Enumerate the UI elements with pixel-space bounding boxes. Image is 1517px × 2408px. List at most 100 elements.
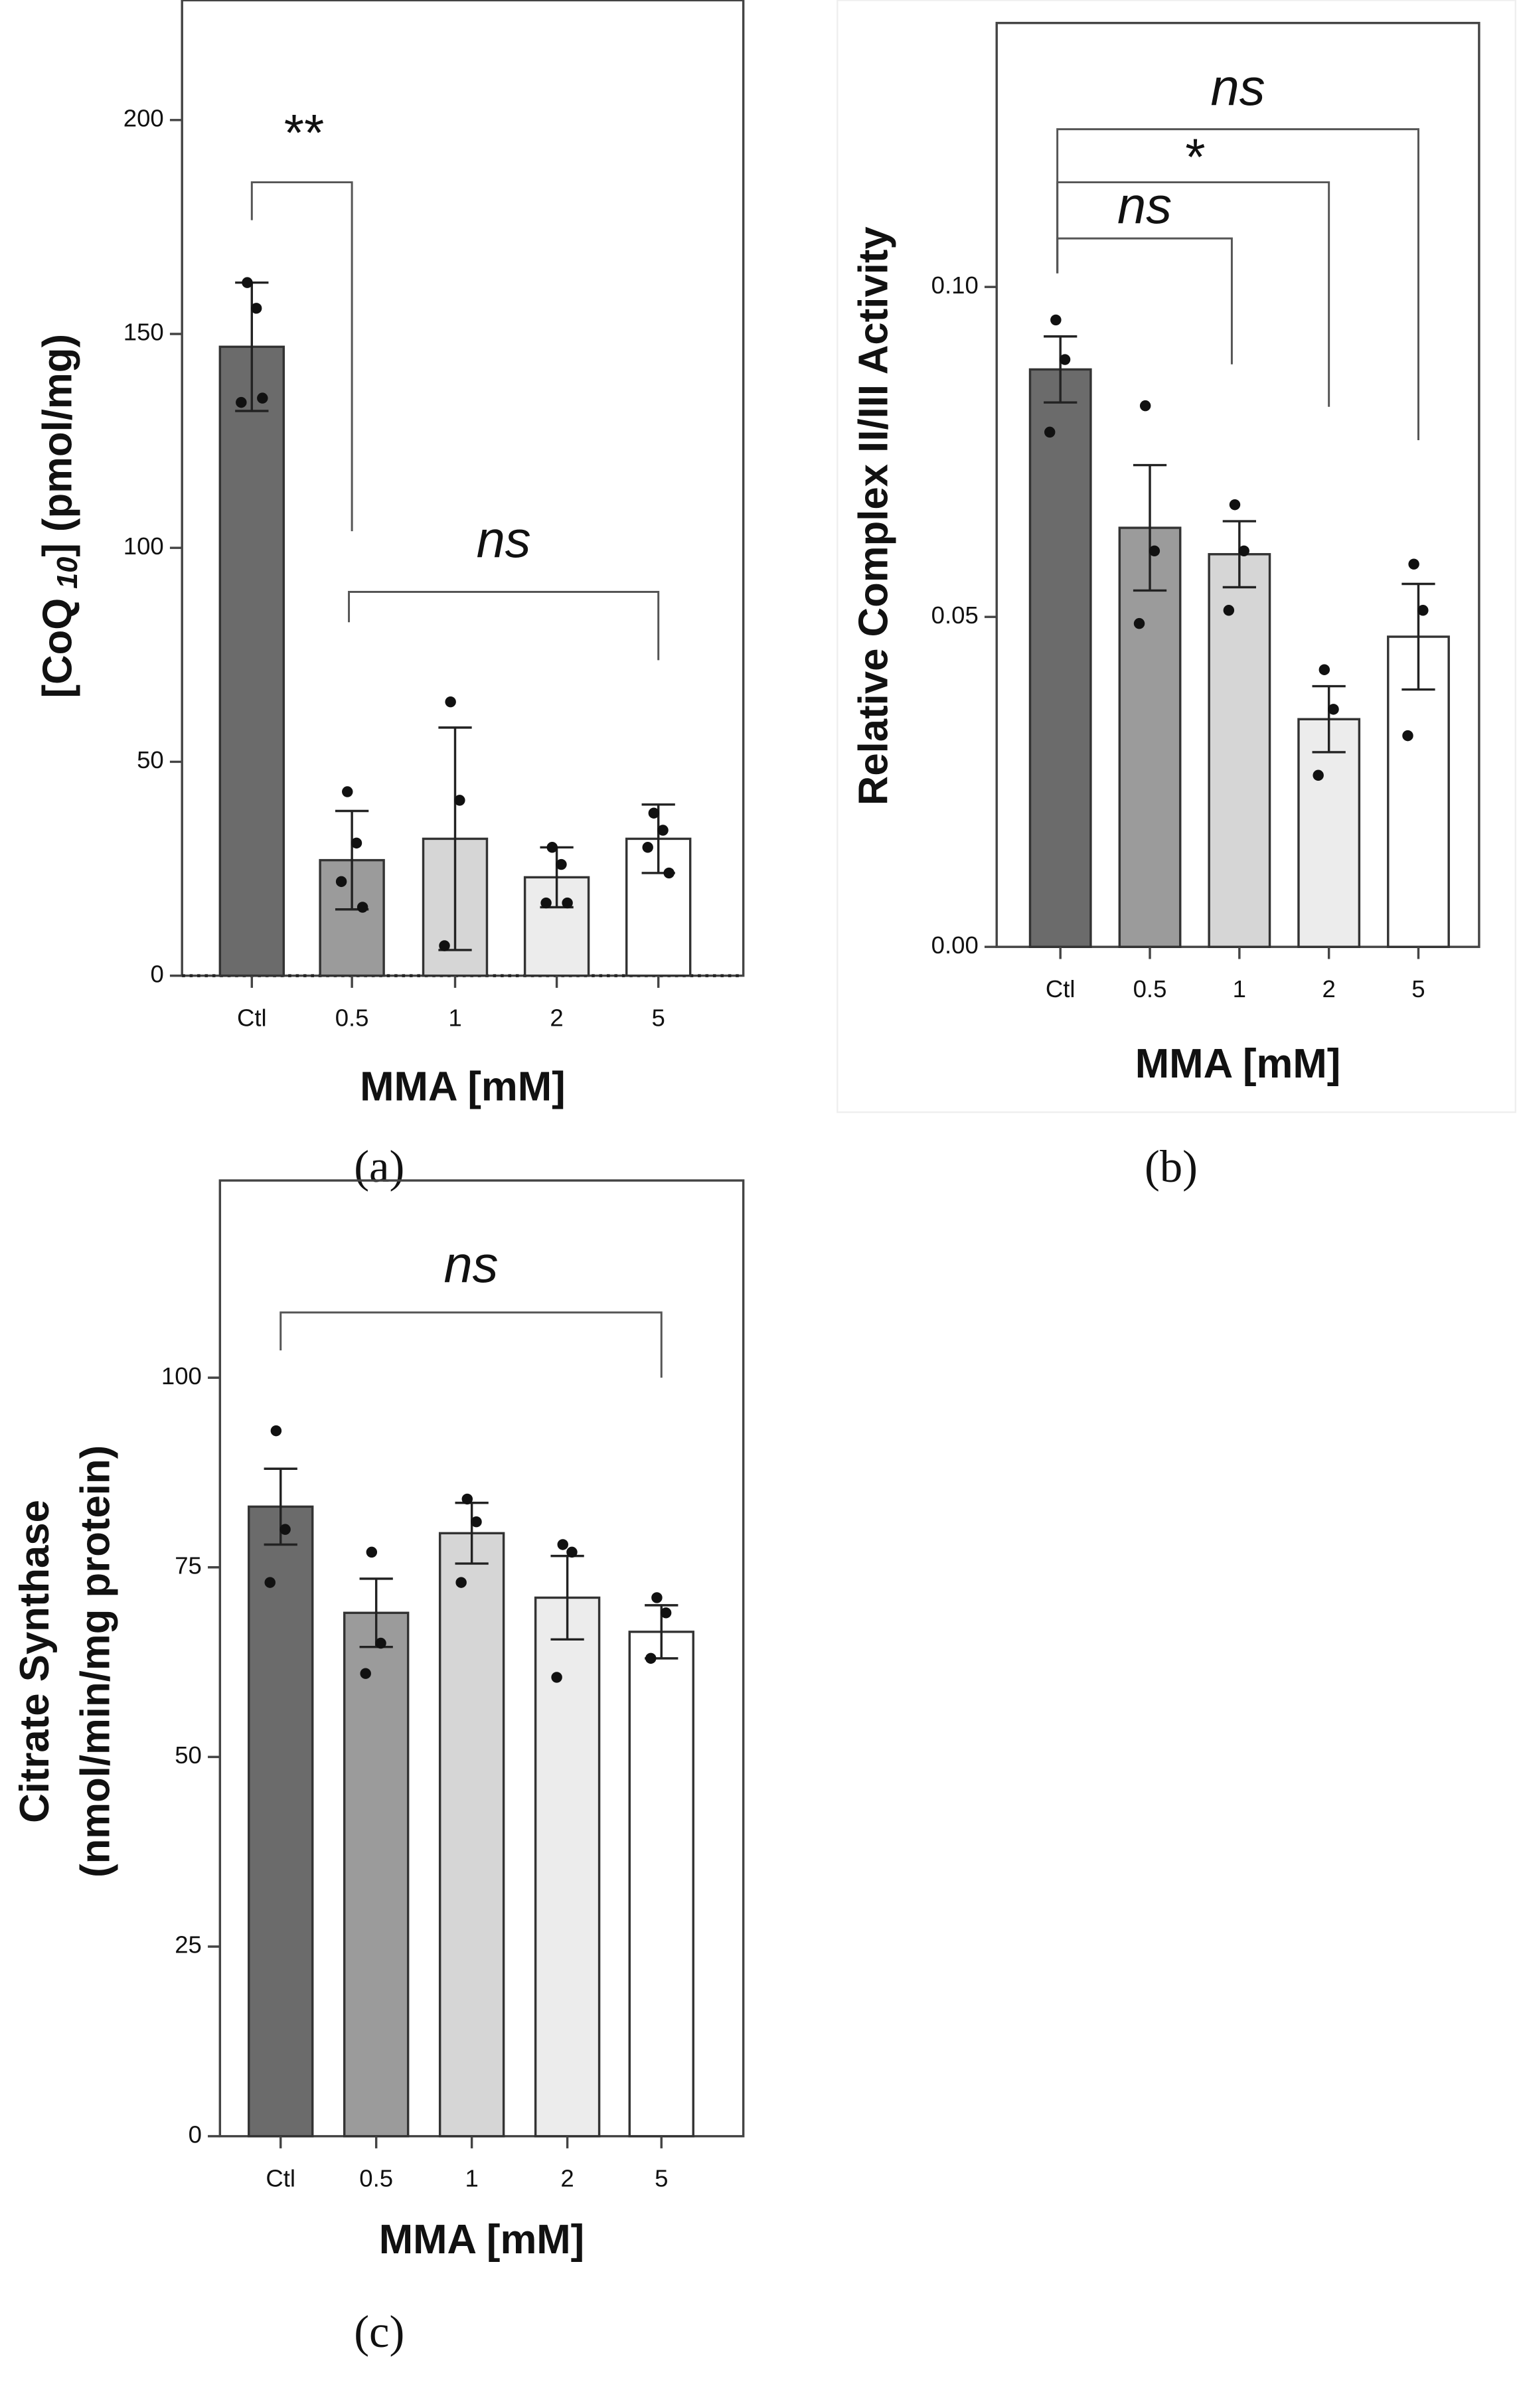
data-point	[1133, 617, 1145, 629]
panel-border	[837, 0, 1516, 1113]
y-tick-label: 150	[123, 319, 164, 346]
y-label-part: [CoQ	[35, 598, 81, 698]
y-tick-label: 50	[175, 1741, 202, 1769]
data-point	[1328, 704, 1339, 715]
data-point	[645, 1652, 657, 1664]
error-bar	[1044, 335, 1078, 404]
data-point	[257, 392, 268, 404]
y-tick-label: 50	[137, 746, 164, 773]
data-point	[1408, 558, 1419, 570]
y-label-sub: 10	[52, 557, 84, 589]
y-label-line: (nmol/min/mg protein)	[73, 1445, 119, 1878]
data-point	[642, 842, 653, 853]
y-axis-label: [CoQ 10] (pmol/mg)	[35, 334, 84, 698]
data-point	[648, 807, 660, 819]
x-tick-label: 2	[550, 1004, 563, 1032]
bar	[628, 1631, 694, 2138]
data-point	[1223, 605, 1235, 616]
significance-bracket	[1056, 237, 1233, 364]
error-bar	[1133, 463, 1167, 592]
error-bar	[1401, 582, 1435, 691]
significance-bracket	[1056, 128, 1419, 441]
data-point	[566, 1546, 578, 1558]
data-point	[551, 1672, 562, 1683]
x-tick-label: 1	[448, 1004, 461, 1032]
x-axis-label: MMA [mM]	[360, 1064, 566, 1109]
bar	[625, 837, 692, 977]
data-point	[342, 786, 353, 797]
significance-label: **	[281, 105, 323, 162]
error-bar	[1312, 684, 1346, 754]
panel-label: (c)	[354, 2306, 404, 2357]
panel-label: (a)	[354, 1141, 404, 1192]
data-point	[1044, 426, 1056, 438]
x-tick-label: 0.5	[359, 2165, 393, 2192]
data-point	[663, 867, 675, 879]
significance-bracket	[1056, 181, 1330, 407]
data-point	[236, 396, 247, 408]
bar	[1208, 553, 1271, 948]
significance-label: ns	[443, 1236, 498, 1293]
data-point	[657, 825, 669, 836]
y-tick-label: 25	[175, 1931, 202, 1959]
y-label-line: Relative Complex II/III Activity	[851, 226, 897, 805]
data-point	[651, 1592, 663, 1603]
data-point	[242, 277, 253, 288]
data-point	[335, 876, 347, 888]
data-point	[1149, 545, 1160, 557]
y-axis-label: Citrate Synthase (nmol/min/mg protein)	[12, 1445, 118, 1878]
data-point	[471, 1516, 482, 1528]
data-point	[454, 795, 465, 806]
x-tick-label: Ctl	[237, 1004, 267, 1032]
y-tick-label: 0	[189, 2121, 202, 2148]
x-tick-label: 0.5	[335, 1004, 369, 1032]
data-point	[1059, 354, 1071, 365]
y-tick-label: 0.00	[931, 931, 979, 959]
bar	[1028, 368, 1092, 948]
data-point	[540, 897, 552, 909]
y-label-part: ] (pmol/mg)	[35, 334, 81, 557]
error-bar	[550, 1554, 584, 1641]
y-axis-label: Relative Complex II/III Activity	[851, 226, 897, 805]
x-tick-label: 0.5	[1133, 975, 1167, 1003]
y-tick-label: 0.05	[931, 602, 979, 629]
y-tick-label: 0	[150, 960, 163, 987]
significance-bracket	[250, 181, 353, 532]
data-point	[264, 1577, 276, 1588]
significance-label: ns	[1117, 177, 1172, 234]
x-tick-label: 1	[465, 2165, 478, 2192]
panel-label: (b)	[1145, 1141, 1198, 1192]
significance-label: ns	[1211, 59, 1265, 116]
data-point	[1417, 605, 1429, 616]
bar	[218, 345, 285, 977]
y-tick-label: 200	[123, 104, 164, 131]
bar	[1297, 718, 1361, 948]
x-tick-label: 5	[655, 2165, 668, 2192]
data-point	[250, 303, 262, 314]
data-point	[375, 1637, 386, 1649]
error-bar	[455, 1501, 489, 1565]
data-point	[1402, 730, 1413, 742]
x-tick-label: 1	[1233, 975, 1246, 1003]
data-point	[1238, 545, 1249, 557]
error-bar	[359, 1577, 393, 1648]
data-point	[660, 1607, 672, 1619]
x-tick-label: 5	[1411, 975, 1425, 1003]
bar	[534, 1596, 601, 2138]
x-axis-label: MMA [mM]	[379, 2217, 585, 2263]
data-point	[546, 842, 558, 853]
data-point	[366, 1546, 378, 1558]
x-tick-label: 5	[652, 1004, 665, 1032]
significance-label: ns	[477, 511, 531, 568]
bar	[438, 1532, 505, 2138]
data-point	[1229, 499, 1241, 511]
y-tick-label: 100	[161, 1362, 202, 1390]
significance-label: *	[1183, 129, 1205, 186]
data-point	[1050, 314, 1062, 326]
bar	[248, 1505, 314, 2138]
data-point	[557, 1539, 568, 1550]
x-tick-label: Ctl	[266, 2165, 295, 2192]
data-point	[279, 1524, 291, 1535]
data-point	[1318, 664, 1330, 675]
